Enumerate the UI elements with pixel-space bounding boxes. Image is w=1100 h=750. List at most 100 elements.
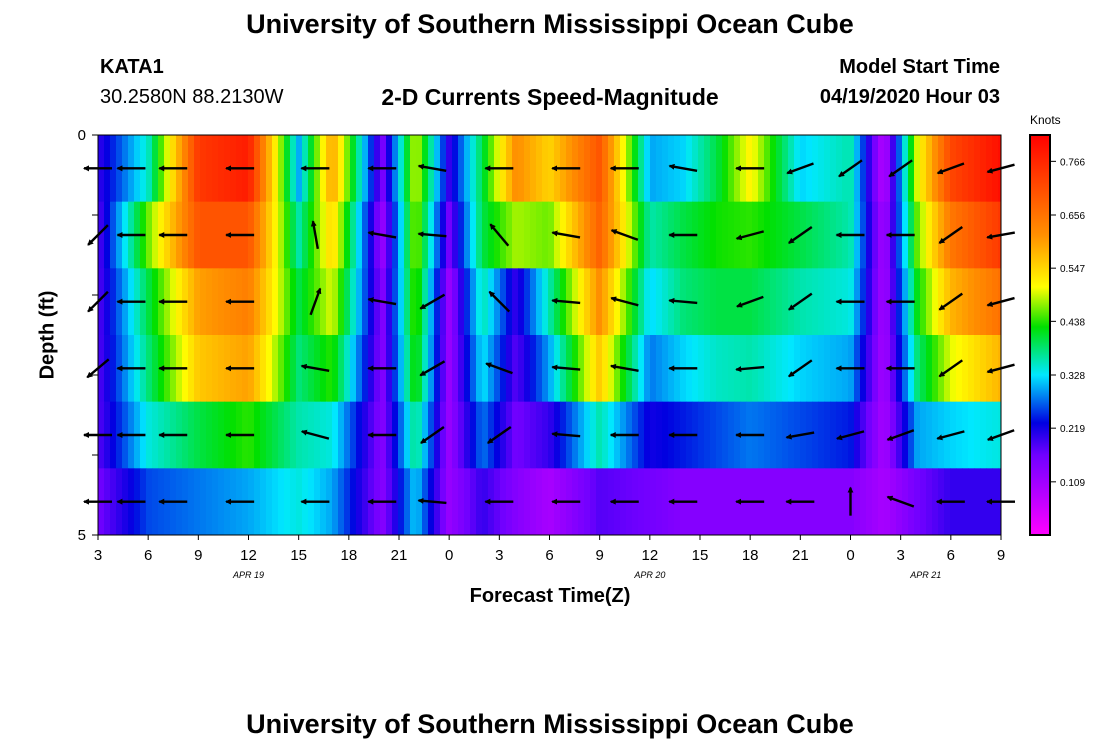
heatmap-cell bbox=[368, 201, 375, 269]
heatmap-cell bbox=[992, 268, 999, 336]
heatmap-cell bbox=[932, 335, 939, 403]
heatmap-cell bbox=[974, 268, 981, 336]
heatmap-cell bbox=[986, 268, 993, 336]
current-vector bbox=[785, 431, 815, 440]
heatmap-cell bbox=[596, 401, 603, 469]
heatmap-cell bbox=[104, 335, 111, 403]
heatmap-cell bbox=[830, 201, 837, 269]
heatmap-cell bbox=[866, 135, 873, 203]
heatmap-cell bbox=[800, 268, 807, 336]
station-id: KATA1 bbox=[100, 56, 164, 78]
heatmap-cell bbox=[578, 468, 585, 536]
heatmap-cell bbox=[902, 401, 909, 469]
current-vector bbox=[668, 297, 698, 305]
heatmap-cell bbox=[482, 401, 489, 469]
heatmap-cell bbox=[764, 335, 771, 403]
heatmap-cell bbox=[656, 135, 663, 203]
heatmap-cell bbox=[764, 201, 771, 269]
heatmap-cell bbox=[866, 268, 873, 336]
heatmap-cell bbox=[866, 401, 873, 469]
heatmap-cell bbox=[350, 201, 357, 269]
heatmap-cell bbox=[920, 401, 927, 469]
heatmap-cell bbox=[860, 468, 867, 536]
heatmap-cell bbox=[650, 135, 657, 203]
heatmap-cell bbox=[596, 335, 603, 403]
heatmap-cell bbox=[206, 201, 213, 269]
heatmap-cell bbox=[986, 401, 993, 469]
heatmap-cell bbox=[824, 468, 831, 536]
current-vector bbox=[551, 297, 581, 305]
heatmap-cell bbox=[260, 335, 267, 403]
heatmap-cell bbox=[308, 268, 315, 336]
heatmap-cell bbox=[920, 268, 927, 336]
current-vector bbox=[300, 363, 330, 372]
heatmap-cell bbox=[914, 201, 921, 269]
heatmap-cell bbox=[260, 468, 267, 536]
heatmap-cell bbox=[962, 401, 969, 469]
heatmap-cell bbox=[488, 401, 495, 469]
heatmap-cell bbox=[338, 135, 345, 203]
heatmap-cell bbox=[152, 201, 159, 269]
heatmap-cell bbox=[788, 335, 795, 403]
heatmap-cell bbox=[296, 135, 303, 203]
heatmap-cell bbox=[362, 401, 369, 469]
colorbar-tick-label: 0.547 bbox=[1060, 264, 1085, 275]
heatmap-cell bbox=[488, 268, 495, 336]
heatmap-cell bbox=[962, 335, 969, 403]
heatmap-cell bbox=[662, 468, 669, 536]
heatmap-cell bbox=[476, 468, 483, 536]
heatmap-cell bbox=[290, 201, 297, 269]
heatmap-cell bbox=[254, 468, 261, 536]
x-tick-label: 3 bbox=[495, 547, 503, 564]
heatmap-cell bbox=[332, 335, 339, 403]
heatmap-cell bbox=[500, 201, 507, 269]
heatmap-cell bbox=[320, 401, 327, 469]
heatmap-cell bbox=[260, 201, 267, 269]
heatmap-cell bbox=[782, 468, 789, 536]
heatmap-cell bbox=[518, 468, 525, 536]
heatmap-cell bbox=[326, 268, 333, 336]
heatmap-cell bbox=[356, 335, 363, 403]
heatmap-cell bbox=[272, 201, 279, 269]
heatmap-cell bbox=[584, 201, 591, 269]
heatmap-cell bbox=[506, 401, 513, 469]
heatmap-cell bbox=[218, 468, 225, 536]
heatmap-cell bbox=[872, 335, 879, 403]
heatmap-cell bbox=[734, 268, 741, 336]
heatmap-cell bbox=[878, 201, 885, 269]
heatmap-cell bbox=[464, 335, 471, 403]
heatmap-cell bbox=[944, 268, 951, 336]
heatmap-cell bbox=[818, 201, 825, 269]
heatmap-cell bbox=[830, 335, 837, 403]
heatmap-cell bbox=[872, 401, 879, 469]
heatmap-cell bbox=[608, 268, 615, 336]
heatmap-cell bbox=[602, 268, 609, 336]
heatmap-cell bbox=[278, 201, 285, 269]
current-vector bbox=[788, 359, 813, 378]
heatmap-cell bbox=[950, 201, 957, 269]
heatmap-cell bbox=[218, 401, 225, 469]
heatmap-cell bbox=[938, 335, 945, 403]
heatmap-cell bbox=[890, 401, 897, 469]
heatmap-cell bbox=[530, 201, 537, 269]
heatmap-cell bbox=[698, 135, 705, 203]
heatmap-cell bbox=[212, 201, 219, 269]
heatmap-cell bbox=[950, 335, 957, 403]
heatmap-cell bbox=[188, 135, 195, 203]
heatmap-cell bbox=[446, 201, 453, 269]
heatmap-cell bbox=[656, 201, 663, 269]
heatmap-cell bbox=[704, 401, 711, 469]
heatmap-cell bbox=[590, 201, 597, 269]
heatmap-cell bbox=[410, 335, 417, 403]
heatmap-cell bbox=[296, 335, 303, 403]
heatmap-cell bbox=[866, 335, 873, 403]
heatmap-cell bbox=[794, 268, 801, 336]
heatmap-cell bbox=[578, 135, 585, 203]
heatmap-cell bbox=[512, 335, 519, 403]
heatmap-cell bbox=[854, 135, 861, 203]
heatmap-cell bbox=[974, 468, 981, 536]
heatmap-cell bbox=[914, 335, 921, 403]
heatmap-cell bbox=[356, 268, 363, 336]
heatmap-cell bbox=[470, 401, 477, 469]
heatmap-cell bbox=[986, 201, 993, 269]
